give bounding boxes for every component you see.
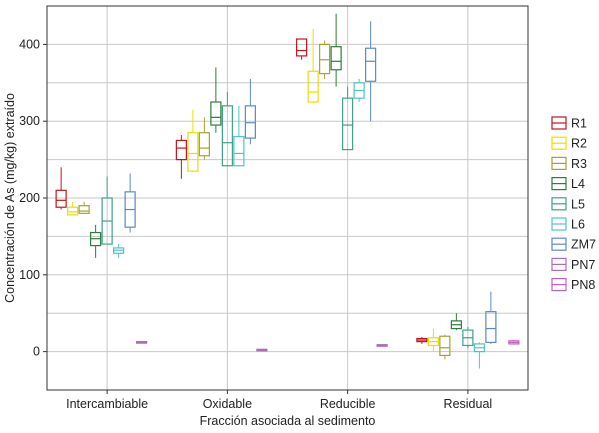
box-L4-intercambiable <box>90 224 102 258</box>
box-R2-oxidable <box>187 109 199 172</box>
box-L6-oxidable <box>233 105 245 167</box>
box-L4-oxidable <box>210 67 222 133</box>
box-body <box>55 189 67 208</box>
box-body <box>342 97 354 151</box>
x-axis-title: Fracción asociada al sedimento <box>200 414 376 428</box>
legend-label: PN7 <box>571 258 595 272</box>
box-body <box>244 105 256 139</box>
legend-item-r1: R1 <box>551 116 587 131</box>
x-tick-label: Residual <box>444 397 493 411</box>
box-body <box>233 135 245 167</box>
box-body <box>365 47 377 82</box>
box-R3-reducible <box>319 40 331 79</box>
legend-item-l5: L5 <box>551 197 585 211</box>
box-PN7-reducible <box>376 344 388 347</box>
box-R2-residual <box>427 328 439 352</box>
box-body <box>78 205 90 214</box>
box-R1-reducible <box>296 38 308 60</box>
box-body <box>210 101 222 126</box>
x-tick-label: Intercambiable <box>66 397 148 411</box>
box-body <box>307 70 319 103</box>
box-ZM7-residual <box>485 291 497 344</box>
legend-label: R1 <box>571 117 587 131</box>
y-tick-label: 300 <box>19 114 40 128</box>
box-PN7-oxidable <box>256 348 268 352</box>
box-L5-residual <box>462 327 474 348</box>
y-tick-label: 400 <box>19 37 40 51</box>
box-body <box>296 38 308 57</box>
box-body <box>67 206 79 216</box>
y-tick-label: 200 <box>19 191 40 205</box>
box-R1-intercambiable <box>55 167 67 210</box>
box-body <box>187 132 199 172</box>
box-R3-oxidable <box>198 117 210 160</box>
box-ZM7-oxidable <box>244 78 256 145</box>
box-L4-reducible <box>330 13 342 87</box>
x-tick-label: Reducible <box>320 397 376 411</box>
y-tick-label: 0 <box>33 345 40 359</box>
box-ZM7-reducible <box>365 21 377 122</box>
box-R3-residual <box>439 334 451 360</box>
box-R3-intercambiable <box>78 201 90 214</box>
box-body <box>198 132 210 157</box>
box-ZM7-intercambiable <box>124 173 136 233</box>
axes: 0 100 200 300 400 Intercambiable Oxidable Reduc… <box>19 37 492 411</box>
legend-item-pn7: PN7 <box>551 257 595 272</box>
box-L6-intercambiable <box>113 244 125 258</box>
y-tick-label: 100 <box>19 268 40 282</box>
box-body <box>330 46 342 71</box>
legend-label: R2 <box>571 137 587 151</box>
box-R1-residual <box>416 337 428 344</box>
box-PN8-residual <box>508 340 520 345</box>
x-tick-label: Oxidable <box>203 397 252 411</box>
box-L6-residual <box>473 342 485 369</box>
legend-item-pn8: PN8 <box>551 278 595 292</box>
legend-label: L6 <box>571 218 585 232</box>
box-PN7-intercambiable <box>136 341 148 344</box>
legend-item-zm7: ZM7 <box>551 237 596 252</box>
box-R2-intercambiable <box>67 201 79 216</box>
box-R1-oxidable <box>175 135 187 179</box>
legend-label: L4 <box>571 177 585 191</box>
box-L5-reducible <box>342 86 354 151</box>
legend-item-l4: L4 <box>551 177 585 191</box>
legend: R1 R2 R3 L4 L5 L6 ZM7 PN7 PN8 <box>551 116 596 292</box>
legend-label: L5 <box>571 197 585 211</box>
box-body <box>439 335 451 357</box>
box-body <box>319 43 331 75</box>
box-L4-residual <box>450 313 462 331</box>
legend-label: ZM7 <box>571 238 596 252</box>
y-axis-title: Concentración de As (mg/kg) extraído <box>3 93 17 303</box>
box-body <box>221 105 233 167</box>
box-body <box>485 311 497 343</box>
legend-item-l6: L6 <box>551 217 585 232</box>
legend-label: PN8 <box>571 278 595 292</box>
legend-label: R3 <box>571 157 587 171</box>
box-L6-reducible <box>353 78 365 102</box>
box-R2-reducible <box>307 29 319 103</box>
legend-item-r3: R3 <box>551 156 587 171</box>
boxes <box>55 13 520 369</box>
legend-item-r2: R2 <box>551 136 587 151</box>
box-L5-oxidable <box>221 92 233 167</box>
box-body <box>175 139 187 161</box>
box-L5-intercambiable <box>101 176 113 245</box>
